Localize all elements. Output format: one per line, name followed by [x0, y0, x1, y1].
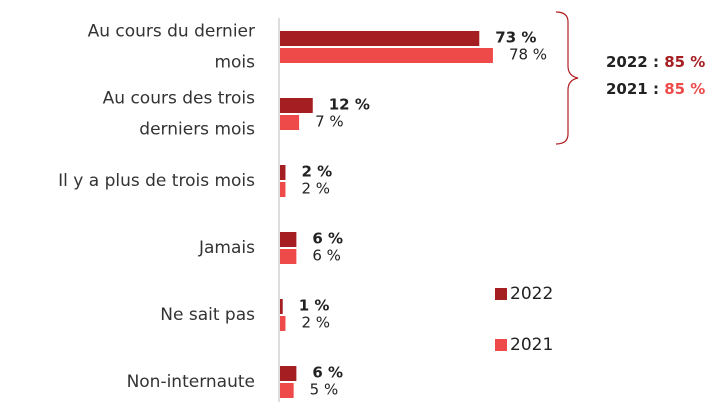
- category-label: Au cours du dernier mois: [88, 22, 256, 73]
- bar: [280, 316, 286, 331]
- annotation-label: 2022 :: [606, 53, 664, 71]
- bar: [280, 165, 286, 180]
- bar: [280, 98, 313, 113]
- category-label: Il y a plus de trois mois: [58, 171, 255, 191]
- category-label: Au cours des trois derniers mois: [103, 89, 255, 140]
- bar: [280, 115, 300, 130]
- legend-swatch: [495, 339, 507, 351]
- value-label: 7 %: [315, 113, 344, 131]
- bar: [280, 249, 297, 264]
- value-label: 5 %: [310, 381, 339, 399]
- annotation: 2022 : 85 %: [606, 53, 705, 71]
- value-label: 2 %: [301, 314, 330, 332]
- category-label: Ne sait pas: [160, 305, 255, 325]
- bar: [280, 48, 493, 63]
- annotation-label: 2021 :: [606, 80, 664, 98]
- value-label: 12 %: [329, 96, 370, 114]
- bracket: [555, 11, 579, 145]
- category-label: Non-internaute: [127, 372, 255, 392]
- bar: [280, 383, 294, 398]
- annotation: 2021 : 85 %: [606, 80, 705, 98]
- bar: [280, 366, 297, 381]
- value-label: 2 %: [301, 180, 330, 198]
- legend-label: 2021: [510, 335, 553, 355]
- value-label: 6 %: [312, 247, 341, 265]
- value-label: 2 %: [301, 163, 332, 181]
- value-label: 73 %: [495, 29, 536, 47]
- legend-label: 2022: [510, 284, 553, 304]
- value-label: 6 %: [312, 230, 343, 248]
- legend-swatch: [495, 288, 507, 300]
- bar: [280, 182, 286, 197]
- bar: [280, 232, 297, 247]
- annotation-value: 85 %: [664, 80, 705, 98]
- bar: [280, 299, 283, 314]
- value-label: 1 %: [299, 297, 330, 315]
- value-label: 78 %: [509, 46, 547, 64]
- value-label: 6 %: [312, 364, 343, 382]
- annotation-value: 85 %: [664, 53, 705, 71]
- bar: [280, 31, 480, 46]
- category-label: Jamais: [198, 238, 255, 258]
